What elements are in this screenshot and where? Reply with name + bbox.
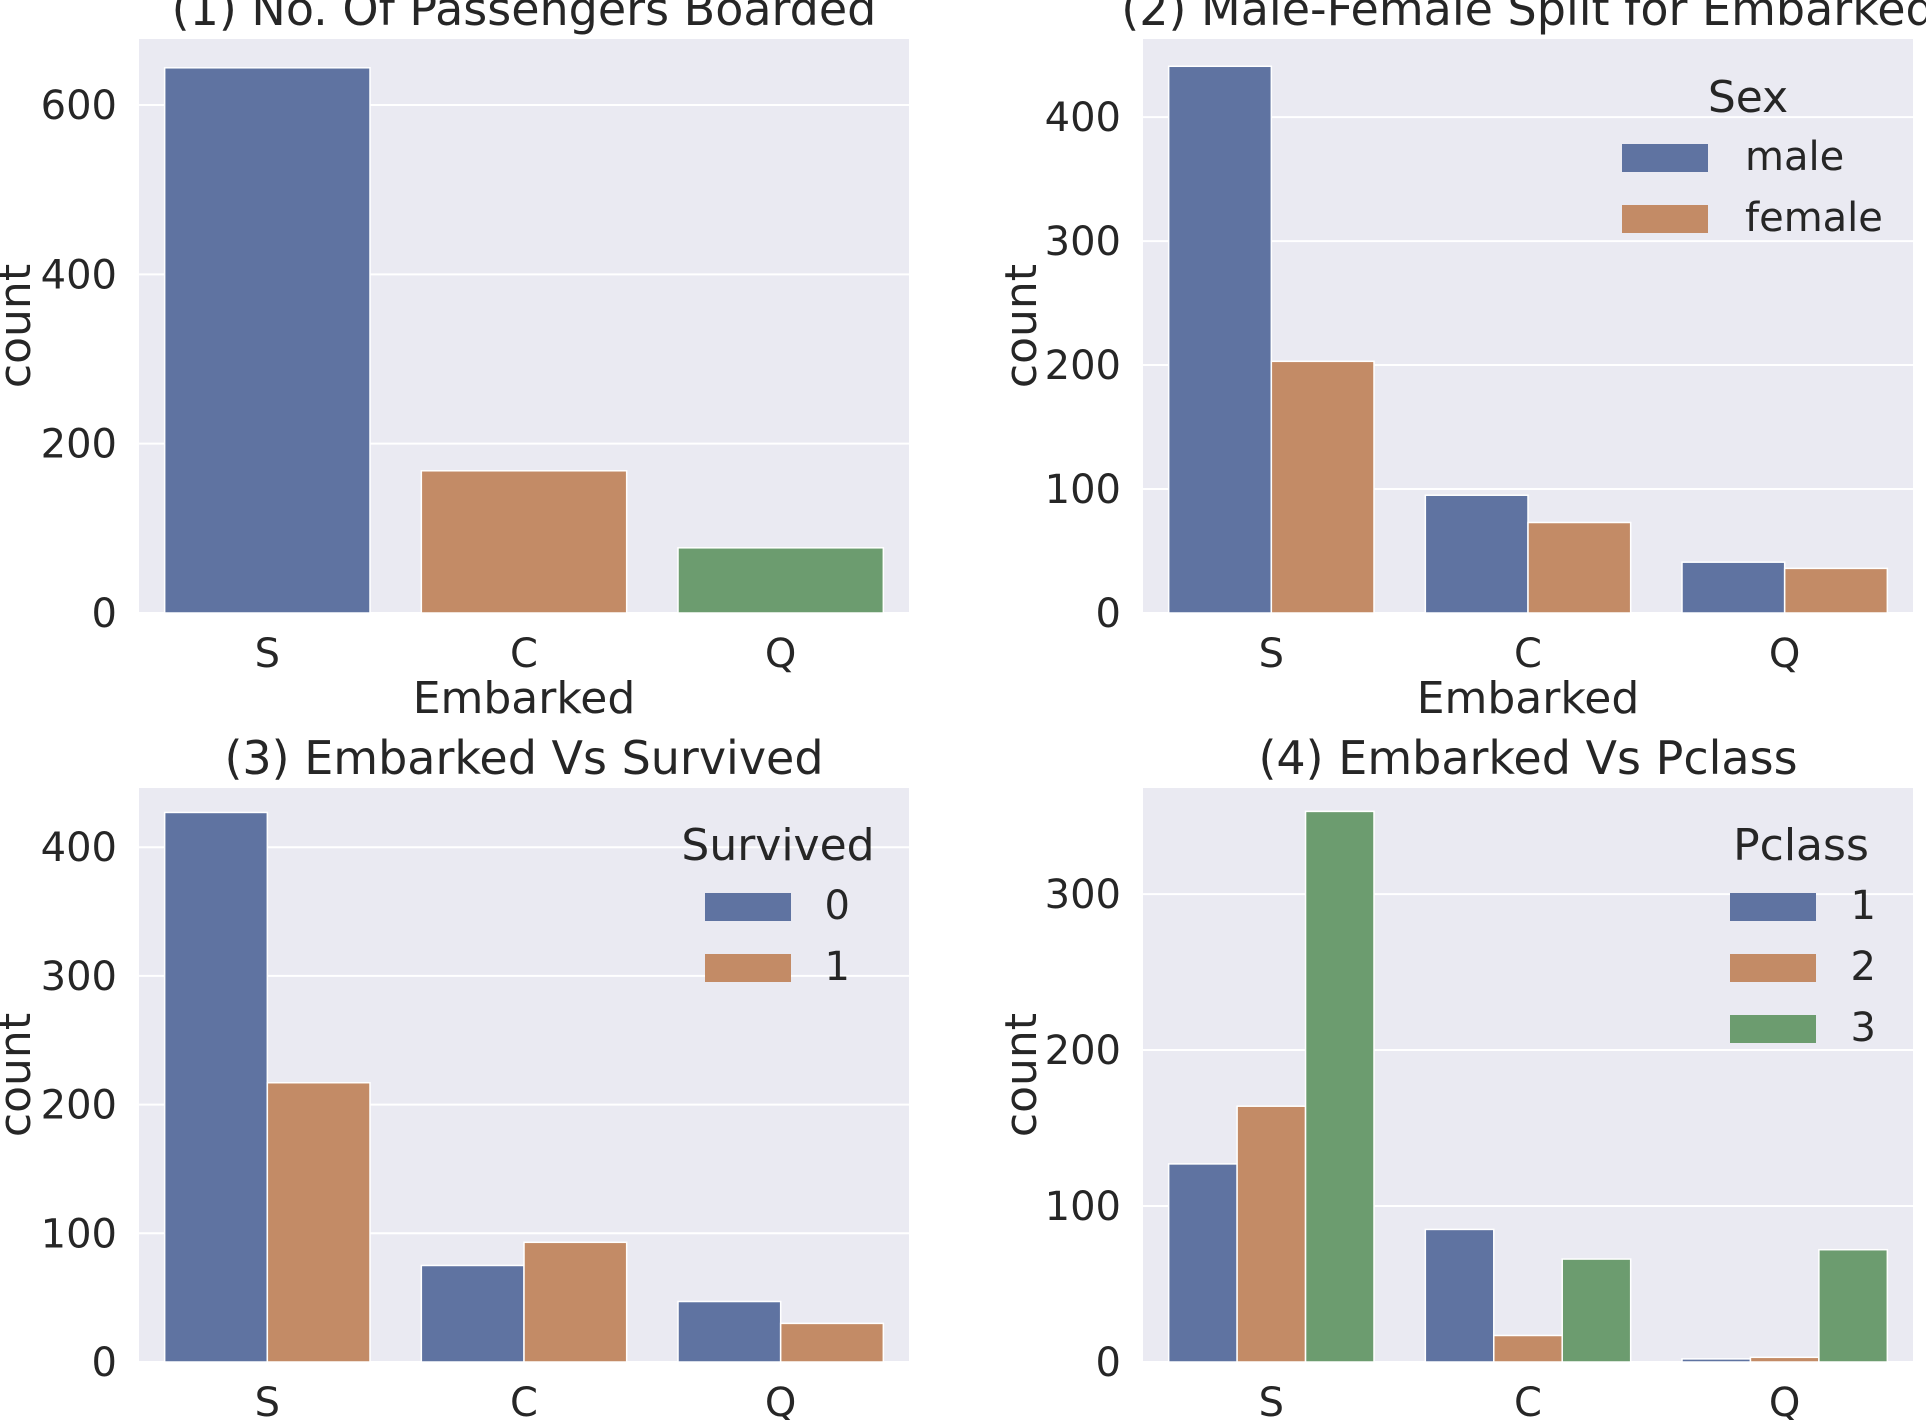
legend-swatch (705, 893, 791, 921)
legend-label: 0 (825, 883, 850, 929)
y-tick-label: 100 (1045, 1184, 1121, 1230)
bar-C-3 (1561, 1258, 1632, 1363)
y-tick-label: 100 (41, 1211, 117, 1257)
bar-S-female (1270, 360, 1375, 614)
bar-Q-female (1783, 567, 1889, 614)
bar-S-male (1167, 65, 1273, 614)
legend-label: 1 (1851, 883, 1876, 929)
y-tick-label: 300 (1045, 219, 1121, 265)
x-tick-label: Q (1769, 631, 1800, 677)
y-tick-label: 0 (1096, 591, 1121, 637)
legend-swatch (1730, 1015, 1816, 1043)
chart-panel-2: 0 100 200 300 400 S C Q (2) Male-Female Split fo… (996, 0, 1926, 724)
y-tick-label: 200 (41, 1083, 117, 1129)
legend-swatch (1622, 144, 1708, 172)
y-axis-label: count (996, 1013, 1047, 1137)
chart-panel-1: 0 200 400 600 S C Q (1) No. Of Passengers Board… (0, 0, 909, 724)
legend-label: 1 (825, 944, 850, 990)
x-tick-label: C (1514, 1380, 1542, 1420)
bar-S-1 (266, 1081, 371, 1363)
x-tick-label: S (255, 1380, 280, 1420)
bar-S-0 (163, 811, 269, 1363)
bar-Q-1 (1681, 1358, 1752, 1363)
bar-C-female (1527, 521, 1632, 614)
y-axis-label: count (0, 264, 41, 388)
x-tick-label: S (1259, 631, 1284, 677)
bar-C-0 (420, 1264, 525, 1363)
bar-Q-male (1681, 561, 1786, 614)
legend: Survived 0 1 (681, 820, 874, 990)
chart-title: (4) Embarked Vs Pclass (1258, 731, 1797, 785)
y-tick-label: 600 (41, 83, 117, 129)
chart-panel-4: 0 100 200 300 S C Q (4) Embarked Vs Pclass count… (996, 731, 1913, 1420)
chart-panel-3: 0 100 200 300 400 S C Q (3) Embarked Vs Survived… (0, 731, 909, 1420)
legend-swatch (1622, 205, 1708, 233)
bar-C (420, 470, 628, 614)
bar-Q-0 (677, 1300, 782, 1363)
y-tick-label: 200 (1045, 343, 1121, 389)
legend-swatch (705, 954, 791, 982)
bar-Q (677, 547, 885, 614)
bar-C-male (1424, 494, 1529, 614)
legend-label: 2 (1851, 944, 1876, 990)
bar-S-1 (1167, 1163, 1238, 1363)
x-axis-label: Embarked (1417, 673, 1640, 724)
bar-Q-1 (779, 1322, 885, 1363)
chart-title: (2) Male-Female Split for Embarked (1121, 0, 1926, 36)
y-tick-label: 400 (1045, 95, 1121, 141)
x-tick-label: C (510, 631, 538, 677)
y-axis-label: count (0, 1013, 41, 1137)
bar-C-1 (1424, 1228, 1495, 1363)
x-tick-label: Q (765, 631, 796, 677)
y-tick-label: 200 (1045, 1028, 1121, 1074)
legend-title: Sex (1708, 72, 1788, 123)
x-tick-label: Q (1769, 1380, 1800, 1420)
chart-title: (1) No. Of Passengers Boarded (172, 0, 877, 36)
y-tick-label: 300 (1045, 872, 1121, 918)
y-tick-label: 300 (41, 954, 117, 1000)
legend: Pclass 1 2 3 (1730, 820, 1876, 1051)
y-tick-label: 200 (41, 422, 117, 468)
legend-label: female (1745, 195, 1883, 241)
legend-label: 3 (1851, 1005, 1876, 1051)
x-tick-label: Q (765, 1380, 796, 1420)
legend-swatch (1730, 954, 1816, 982)
x-tick-label: S (1259, 1380, 1284, 1420)
bar-S-2 (1236, 1105, 1307, 1363)
bar-S-3 (1304, 810, 1375, 1363)
x-tick-label: S (255, 631, 280, 677)
legend-label: male (1745, 134, 1844, 180)
legend: Sex male female (1622, 72, 1883, 241)
x-tick-label: C (510, 1380, 538, 1420)
bar-C-2 (1493, 1334, 1563, 1363)
x-axis-label: Embarked (413, 673, 636, 724)
legend-swatch (1730, 893, 1816, 921)
y-tick-label: 400 (41, 252, 117, 298)
chart-title: (3) Embarked Vs Survived (224, 731, 823, 785)
y-tick-label: 400 (41, 825, 117, 871)
legend-title: Survived (681, 820, 874, 871)
bar-Q-3 (1818, 1248, 1889, 1363)
y-tick-label: 100 (1045, 467, 1121, 513)
y-axis-label: count (996, 264, 1047, 388)
bar-S (163, 67, 371, 614)
bar-Q-2 (1749, 1356, 1820, 1363)
y-tick-label: 0 (92, 1340, 117, 1386)
legend-title: Pclass (1733, 820, 1869, 871)
x-tick-label: C (1514, 631, 1542, 677)
y-tick-label: 0 (1096, 1340, 1121, 1386)
y-tick-label: 0 (92, 591, 117, 637)
bar-C-1 (523, 1241, 628, 1363)
